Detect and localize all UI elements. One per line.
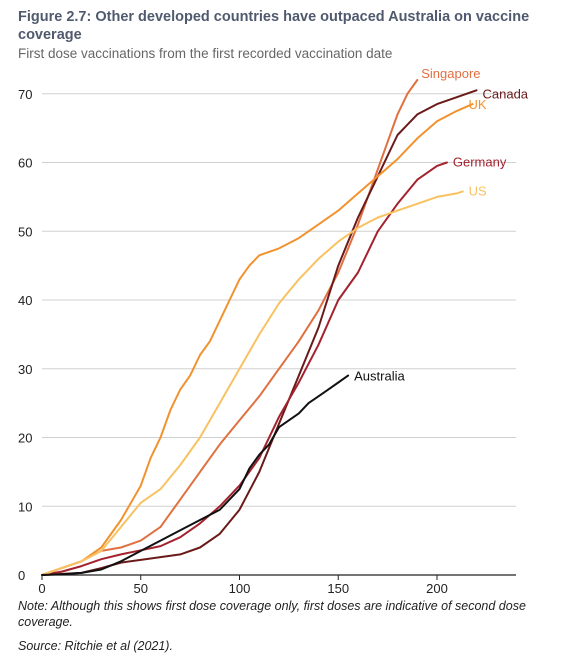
series-line-singapore bbox=[41, 79, 419, 576]
axes: 0 10 20 30 40 50 60 70 0 50 100 150 200 bbox=[18, 87, 516, 596]
y-tick-label: 50 bbox=[18, 224, 32, 239]
x-tick-label: 0 bbox=[38, 581, 45, 596]
x-tick-label: 200 bbox=[426, 581, 448, 596]
x-tick-label: 50 bbox=[134, 581, 148, 596]
series-label-germany: Germany bbox=[453, 155, 507, 170]
grid-lines bbox=[42, 93, 516, 507]
chart-note: Note: Although this shows first dose cov… bbox=[18, 599, 526, 629]
series-label-uk: UK bbox=[469, 97, 487, 112]
series-line-canada bbox=[41, 89, 478, 576]
chart-subtitle: First dose vaccinations from the first r… bbox=[18, 46, 393, 61]
series-lines bbox=[41, 79, 478, 576]
x-tick-label: 150 bbox=[327, 581, 349, 596]
x-tick-label: 100 bbox=[229, 581, 251, 596]
series-label-canada: Canada bbox=[483, 86, 529, 101]
y-tick-label: 30 bbox=[18, 362, 32, 377]
y-tick-label: 20 bbox=[18, 431, 32, 446]
chart-title: Figure 2.7: Other developed countries ha… bbox=[18, 9, 530, 43]
chart-source: Source: Ritchie et al (2021). bbox=[18, 639, 173, 653]
y-tick-label: 70 bbox=[18, 87, 32, 102]
series-label-us: US bbox=[469, 183, 487, 198]
series-line-germany bbox=[41, 161, 448, 576]
series-label-australia: Australia bbox=[354, 369, 405, 384]
series-line-australia bbox=[41, 374, 350, 576]
y-tick-label: 0 bbox=[18, 568, 25, 583]
series-line-uk bbox=[41, 103, 474, 576]
y-tick-label: 60 bbox=[18, 156, 32, 171]
series-line-us bbox=[41, 190, 464, 576]
line-chart: 0 10 20 30 40 50 60 70 0 50 100 150 200 SingaporeCan… bbox=[18, 66, 529, 596]
y-tick-label: 40 bbox=[18, 293, 32, 308]
series-label-singapore: Singapore bbox=[421, 66, 480, 81]
y-tick-label: 10 bbox=[18, 499, 32, 514]
